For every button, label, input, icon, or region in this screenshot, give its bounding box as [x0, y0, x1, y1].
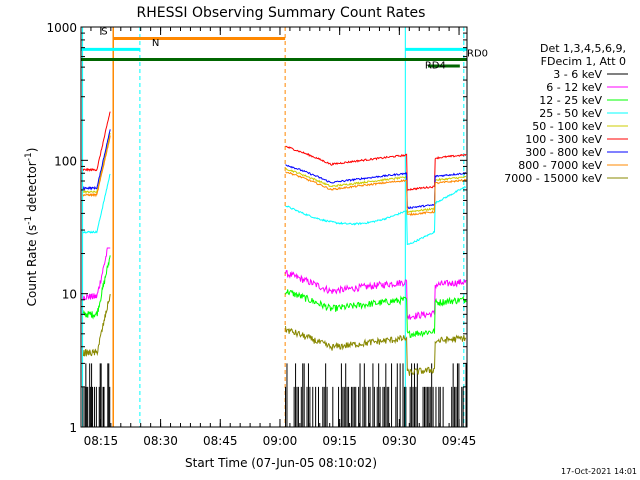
- ylabel-part-mid: detector: [25, 161, 39, 216]
- series-line-25-50kev: [82, 173, 111, 234]
- series-line-6-12kev: [82, 247, 111, 301]
- series-line-7000-15000kev: [285, 326, 467, 376]
- y-tick-label: 100: [54, 154, 77, 168]
- series-line-100-300kev: [285, 145, 467, 191]
- series-line-50-100kev: [82, 132, 111, 195]
- y-tick-label: 1000: [46, 21, 77, 35]
- annot-saa-label: S: [101, 26, 107, 37]
- legend-label: 25 - 50 keV: [539, 107, 602, 120]
- series-line-800-7000kev: [82, 135, 111, 198]
- series-line-300-800kev: [285, 164, 467, 209]
- series-line-12-25kev: [285, 289, 467, 338]
- x-axis-label: Start Time (07-Jun-05 08:10:02): [185, 456, 377, 470]
- legend-label: 800 - 7000 keV: [518, 159, 602, 172]
- y-axis-label: Count Rate (s-1 detector-1): [24, 148, 39, 307]
- footer-date: 17-Oct-2021 14:01: [561, 467, 637, 476]
- chart-title: RHESSI Observing Summary Count Rates: [137, 5, 426, 21]
- series-line-50-100kev: [285, 167, 467, 213]
- svg-text:Count Rate (s-1 detector-1): Count Rate (s-1 detector-1): [24, 148, 39, 307]
- ylabel-part-main: Count Rate (s: [25, 225, 39, 307]
- x-tick-label: 08:15: [84, 434, 119, 448]
- series-line-100-300kev: [82, 111, 111, 172]
- legend-label: 50 - 100 keV: [532, 120, 602, 133]
- x-tick-label: 08:45: [203, 434, 238, 448]
- legend-label: 6 - 12 keV: [546, 81, 602, 94]
- series-line-25-50kev: [285, 186, 467, 245]
- series-line-12-25kev: [82, 255, 111, 320]
- annot-night-label: N: [152, 38, 159, 49]
- ylabel-part-end: ): [25, 148, 39, 153]
- annot-rd0-label: RD0: [467, 49, 488, 60]
- legend-label: 7000 - 15000 keV: [504, 172, 602, 185]
- axis-layer: 1 10 100 1000 08:15 08:30 08:45 09:00 09:15 09:30…: [46, 21, 476, 448]
- series-line-6-12kev: [285, 270, 467, 321]
- x-tick-label: 09:45: [442, 434, 477, 448]
- annot-rd4-label: RD4: [425, 60, 446, 71]
- series-line-7000-15000kev: [82, 294, 111, 357]
- legend-label: 100 - 300 keV: [525, 133, 602, 146]
- plot-data-layer: S N RD0 RD4: [81, 26, 488, 427]
- series-line-300-800kev: [82, 129, 111, 191]
- ylabel-sup-1: -1: [24, 216, 34, 225]
- legend-label: 300 - 800 keV: [525, 146, 602, 159]
- legend-label: 12 - 25 keV: [539, 94, 602, 107]
- y-tick-label: 10: [62, 288, 77, 302]
- x-tick-label: 08:30: [143, 434, 178, 448]
- plot-frame: [80, 26, 468, 428]
- ylabel-sup-2: -1: [24, 152, 34, 161]
- x-tick-label: 09:30: [382, 434, 417, 448]
- y-tick-label: 1: [69, 421, 77, 435]
- series-line-800-7000kev: [285, 171, 467, 217]
- x-tick-label: 09:15: [322, 434, 357, 448]
- legend-header-1: Det 1,3,4,5,6,9,: [540, 42, 626, 55]
- x-tick-label: 09:00: [263, 434, 298, 448]
- legend-label: 3 - 6 keV: [553, 68, 602, 81]
- legend-header-2: FDecim 1, Att 0: [541, 55, 626, 68]
